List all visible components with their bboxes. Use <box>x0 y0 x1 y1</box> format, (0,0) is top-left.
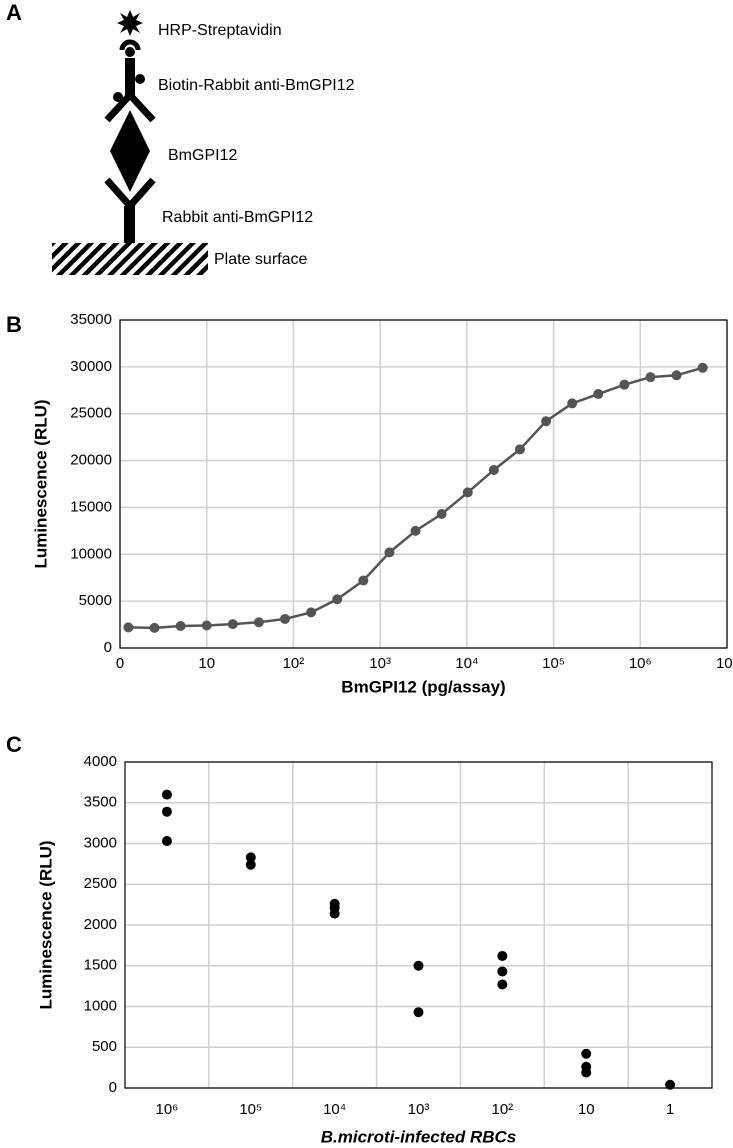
y-tick-label: 2500 <box>84 875 117 892</box>
data-point <box>306 607 317 618</box>
x-tick-label: 10⁴ <box>455 655 478 672</box>
x-tick-label: 10 <box>578 1101 595 1118</box>
x-axis-title: BmGPI12 (pg/assay) <box>341 677 505 696</box>
data-point <box>581 1067 592 1078</box>
x-tick-label: 10⁶ <box>155 1101 178 1118</box>
data-point <box>488 464 499 475</box>
data-point <box>497 966 508 977</box>
data-point <box>436 508 447 519</box>
data-point <box>413 960 424 971</box>
data-point <box>201 620 212 631</box>
diagram-label: Biotin-Rabbit anti-BmGPI12 <box>158 77 355 94</box>
panel-label: A <box>6 0 22 25</box>
data-point <box>410 525 421 536</box>
data-point <box>161 836 172 847</box>
data-point <box>619 379 630 390</box>
assay-diagram: HRP-Streptavidin Biotin-Rabbit anti-BmGP… <box>52 10 355 275</box>
antibody-arms <box>104 89 156 123</box>
data-point <box>541 416 552 427</box>
biotin <box>135 74 145 84</box>
panel-label: B <box>6 312 22 337</box>
x-tick-label: 10² <box>283 655 305 672</box>
data-point <box>497 979 508 990</box>
streptavidin <box>119 39 141 51</box>
y-tick-label: 5000 <box>79 592 112 609</box>
diagram-label: Rabbit anti-BmGPI12 <box>162 209 313 226</box>
hrp-star <box>117 10 143 36</box>
plot-frame <box>119 319 728 649</box>
y-tick-label: 3500 <box>84 794 117 811</box>
data-point <box>567 398 578 409</box>
antigen <box>110 110 150 192</box>
data-point <box>645 372 656 383</box>
plot-frame <box>124 761 713 1089</box>
data-point <box>358 575 369 586</box>
data-point <box>514 444 525 455</box>
x-tick-label: 0 <box>116 655 124 672</box>
data-point <box>413 1007 424 1018</box>
data-line <box>128 366 704 630</box>
x-tick-label: 10⁴ <box>323 1101 346 1118</box>
data-point <box>332 594 343 605</box>
x-tick-label: 10⁵ <box>239 1101 262 1118</box>
y-tick-label: 1000 <box>84 997 117 1014</box>
y-tick-label: 10000 <box>70 545 112 562</box>
y-tick-label: 4000 <box>84 753 117 770</box>
antibody-stem <box>124 206 135 243</box>
x-tick-label: 10² <box>492 1101 514 1118</box>
data-point <box>593 389 604 400</box>
y-axis-title: Luminescence (RLU) <box>36 840 55 1009</box>
y-tick-label: 3000 <box>84 834 117 851</box>
data-point <box>245 852 256 863</box>
y-tick-label: 500 <box>92 1038 117 1055</box>
diagram-label: BmGPI12 <box>168 147 237 164</box>
x-axis-title: B.microti-infected RBCs <box>321 1127 517 1146</box>
data-point <box>245 859 256 870</box>
data-point <box>581 1048 592 1059</box>
data-point <box>227 619 238 630</box>
data-point <box>329 908 340 919</box>
data-point <box>161 789 172 800</box>
x-tick-label: 10³ <box>369 655 391 672</box>
antibody-stem <box>125 58 135 95</box>
y-axis-title: Luminescence (RLU) <box>31 399 50 568</box>
x-tick-label: 10⁶ <box>629 655 652 672</box>
y-tick-label: 0 <box>104 639 112 656</box>
x-tick-label: 10³ <box>408 1101 430 1118</box>
x-tick-label: 10⁵ <box>542 655 565 672</box>
data-point <box>253 617 264 628</box>
data-point <box>175 620 186 631</box>
diagram-label: HRP-Streptavidin <box>158 22 282 39</box>
diagram-label: Plate surface <box>214 251 307 268</box>
data-point <box>280 613 291 624</box>
y-tick-label: 25000 <box>70 405 112 422</box>
data-point <box>697 362 708 373</box>
y-tick-label: 0 <box>109 1079 117 1096</box>
panel-label: C <box>6 732 22 757</box>
plate-surface <box>52 243 208 275</box>
data-point <box>462 487 473 498</box>
y-tick-label: 30000 <box>70 358 112 375</box>
data-point <box>149 622 160 633</box>
y-tick-label: 15000 <box>70 498 112 515</box>
y-tick-label: 1500 <box>84 957 117 974</box>
data-point <box>665 1079 676 1090</box>
data-point <box>123 622 134 633</box>
x-tick-label: 10 <box>198 655 215 672</box>
y-tick-label: 35000 <box>70 311 112 328</box>
y-tick-label: 20000 <box>70 452 112 469</box>
data-point <box>497 950 508 961</box>
x-tick-label: 10⁷ <box>716 655 733 672</box>
data-point <box>384 547 395 558</box>
biotin <box>125 47 135 57</box>
y-tick-label: 2000 <box>84 916 117 933</box>
biotin <box>113 92 123 102</box>
data-point <box>161 806 172 817</box>
x-tick-label: 1 <box>666 1101 674 1118</box>
data-point <box>671 370 682 381</box>
